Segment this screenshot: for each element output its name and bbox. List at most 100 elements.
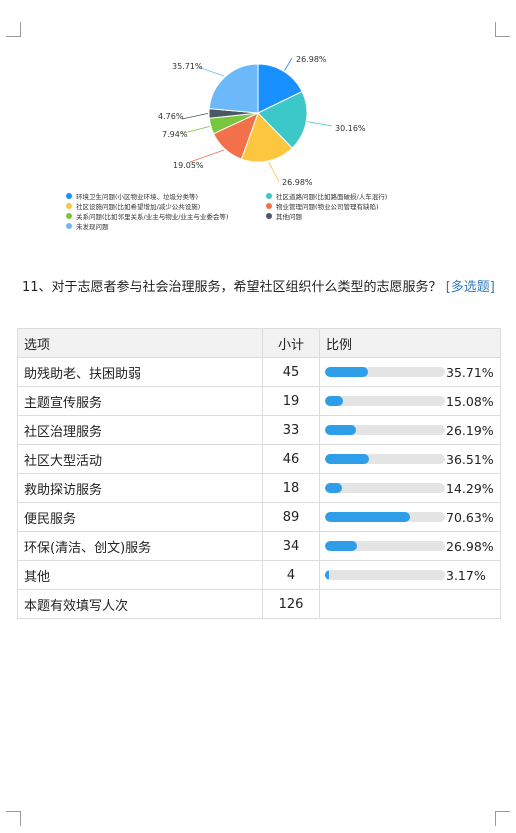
row-count: 45	[262, 357, 320, 387]
ratio-bar: 35.71%	[325, 365, 500, 380]
legend-swatch	[66, 202, 72, 209]
result-table: 选项 小计 比例 助残助老、扶困助弱 45 35.71% 主题宣传服务 19 15.08%…	[17, 328, 501, 619]
legend-item: 社区道路问题(比如路面破损/人车混行)	[266, 191, 466, 201]
header-count: 小计	[262, 328, 320, 358]
ratio-bar: 26.98%	[325, 539, 500, 554]
row-option: 其他	[17, 560, 263, 590]
legend-label: 未发现问题	[76, 222, 109, 231]
legend-swatch	[266, 212, 272, 219]
legend-item: 未发现问题	[66, 221, 266, 231]
pie-slice	[208, 63, 259, 114]
ratio-bar-fill	[325, 541, 358, 551]
row-ratio: 70.63%	[319, 502, 501, 532]
pie-label-leader	[197, 66, 225, 77]
table-total-row: 本题有效填写人次 126	[17, 589, 501, 619]
table-row: 环保(清洁、创文)服务 34 26.98%	[17, 531, 501, 561]
legend-label: 社区道路问题(比如路面破损/人车混行)	[276, 192, 388, 201]
row-option: 救助探访服务	[17, 473, 263, 503]
row-ratio: 14.29%	[319, 473, 501, 503]
header-ratio: 比例	[319, 328, 501, 358]
pie-chart: 26.98% 30.16% 26.98% 19.05% 7.94% 4.76% 35.71%	[158, 55, 366, 187]
table-row: 社区大型活动 46 36.51%	[17, 444, 501, 474]
row-count: 18	[262, 473, 320, 503]
row-count: 33	[262, 415, 320, 445]
ratio-bar: 3.17%	[325, 568, 500, 583]
legend-item: 其他问题	[266, 211, 466, 221]
table-row: 助残助老、扶困助弱 45 35.71%	[17, 357, 501, 387]
ratio-percent: 15.08%	[446, 393, 494, 409]
table-row: 社区治理服务 33 26.19%	[17, 415, 501, 445]
row-ratio: 35.71%	[319, 357, 501, 387]
ratio-bar-track	[325, 483, 445, 493]
legend-swatch	[66, 192, 72, 199]
table-row: 主题宣传服务 19 15.08%	[17, 386, 501, 416]
row-ratio: 26.98%	[319, 531, 501, 561]
question-title: 11、对于志愿者参与社会治理服务，希望社区组织什么类型的志愿服务？ [多选题]	[22, 278, 500, 297]
question-text: 11、对于志愿者参与社会治理服务，希望社区组织什么类型的志愿服务？	[22, 280, 442, 295]
table-header-row: 选项 小计 比例	[17, 328, 501, 358]
legend-item: 社区设施问题(比如希望增加/减少公共设施)	[66, 201, 266, 211]
pie-data-label: 26.98%	[282, 178, 313, 187]
pie-label-leader	[268, 161, 280, 183]
row-option: 助残助老、扶困助弱	[17, 357, 263, 387]
legend-swatch	[66, 222, 72, 229]
row-option: 环保(清洁、创文)服务	[17, 531, 263, 561]
question-type-tag: [多选题]	[445, 280, 495, 295]
ratio-percent: 3.17%	[446, 567, 486, 583]
ratio-bar-fill	[325, 483, 343, 493]
ratio-bar-fill	[325, 454, 369, 464]
ratio-bar-track	[325, 570, 445, 580]
pie-label-leader	[284, 57, 293, 71]
ratio-percent: 35.71%	[446, 364, 494, 380]
legend-item: 物业管理问题(物业公司管理有缺陷)	[266, 201, 466, 211]
ratio-bar-track	[325, 512, 445, 522]
row-count: 34	[262, 531, 320, 561]
ratio-bar: 14.29%	[325, 481, 500, 496]
total-count: 126	[262, 589, 320, 619]
ratio-bar: 70.63%	[325, 510, 500, 525]
pie-slice	[257, 63, 303, 114]
crop-mark-top-left	[6, 22, 21, 37]
pie-data-label: 7.94%	[162, 130, 188, 139]
legend-label: 物业管理问题(物业公司管理有缺陷)	[276, 202, 379, 211]
row-option: 社区大型活动	[17, 444, 263, 474]
ratio-percent: 36.51%	[446, 451, 494, 467]
row-count: 89	[262, 502, 320, 532]
legend-label: 环境卫生问题(小区物业环境、垃圾分类等)	[76, 192, 199, 201]
ratio-bar-fill	[325, 396, 344, 406]
row-count: 4	[262, 560, 320, 590]
ratio-bar-fill	[325, 570, 329, 580]
ratio-bar-track	[325, 367, 445, 377]
row-count: 19	[262, 386, 320, 416]
pie-data-label: 26.98%	[296, 55, 327, 64]
total-label: 本题有效填写人次	[17, 589, 263, 619]
row-ratio: 15.08%	[319, 386, 501, 416]
row-option: 主题宣传服务	[17, 386, 263, 416]
row-option: 便民服务	[17, 502, 263, 532]
legend-swatch	[66, 212, 72, 219]
ratio-bar-track	[325, 425, 445, 435]
pie-label-leader	[189, 149, 225, 163]
pie-data-label: 30.16%	[335, 124, 366, 133]
legend-swatch	[266, 202, 272, 209]
ratio-bar-track	[325, 396, 445, 406]
pie-label-leader	[181, 113, 209, 120]
ratio-percent: 26.98%	[446, 538, 494, 554]
row-ratio: 26.19%	[319, 415, 501, 445]
legend-label: 其他问题	[276, 212, 302, 221]
pie-data-label: 4.76%	[158, 112, 184, 121]
row-option: 社区治理服务	[17, 415, 263, 445]
ratio-bar-fill	[325, 425, 357, 435]
table-row: 其他 4 3.17%	[17, 560, 501, 590]
legend-label: 关系问题(比如邻里关系/业主与物业/业主与业委会等)	[76, 212, 229, 221]
ratio-bar: 15.08%	[325, 394, 500, 409]
ratio-bar-track	[325, 454, 445, 464]
ratio-percent: 14.29%	[446, 480, 494, 496]
row-ratio: 3.17%	[319, 560, 501, 590]
ratio-bar: 36.51%	[325, 452, 500, 467]
pie-slice	[257, 90, 308, 149]
pie-data-label: 35.71%	[172, 62, 203, 71]
legend-swatch	[266, 192, 272, 199]
pie-data-label: 19.05%	[173, 161, 204, 170]
pie-label-leader	[307, 121, 333, 127]
